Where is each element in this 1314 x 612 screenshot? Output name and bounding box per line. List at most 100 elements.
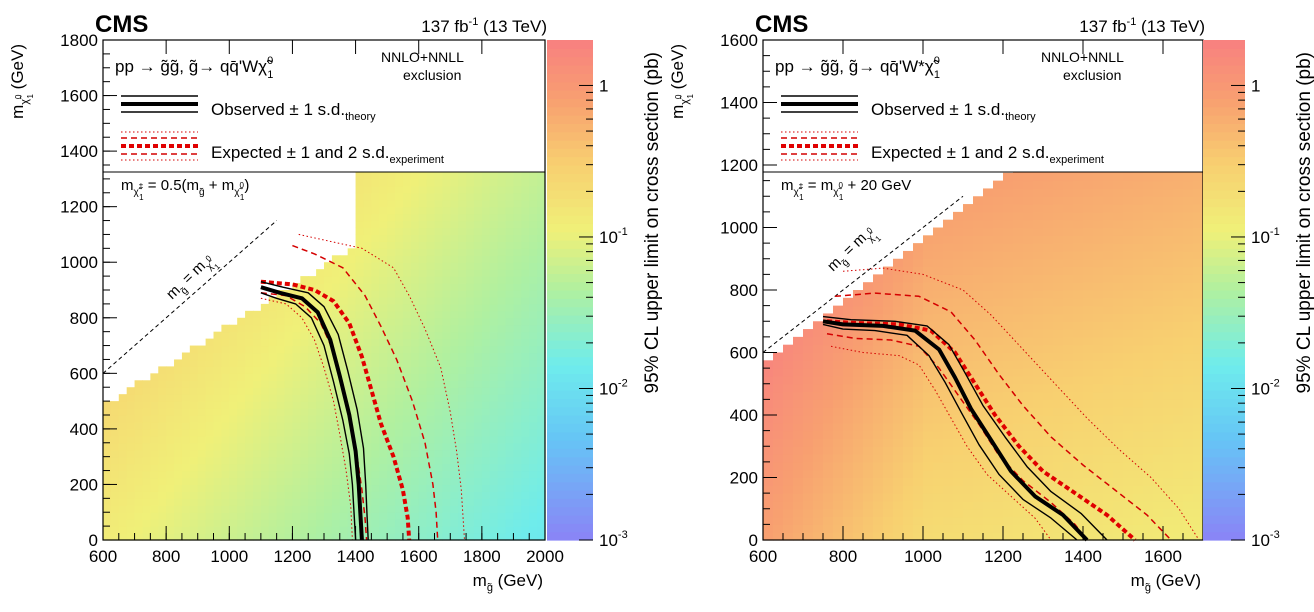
heatmap-cell (1183, 219, 1194, 229)
heatmap-cell (1013, 508, 1024, 518)
heatmap-cell (993, 375, 1004, 385)
heatmap-cell (1043, 282, 1054, 291)
heatmap-cell (853, 430, 864, 440)
heatmap-cell (410, 248, 420, 256)
heatmap-cell (110, 408, 120, 416)
heatmap-cell (213, 408, 222, 416)
heatmap-cell (1073, 360, 1084, 369)
heatmap-cell (1013, 321, 1024, 330)
heatmap-cell (481, 283, 491, 291)
heatmap-cell (308, 408, 317, 416)
heatmap-cell (347, 526, 357, 534)
heatmap-cell (843, 375, 854, 385)
heatmap-cell (863, 469, 874, 479)
heatmap-cell (1093, 204, 1104, 213)
heatmap-cell (1053, 321, 1064, 330)
heatmap-cell (292, 526, 301, 534)
heatmap-cell (300, 421, 309, 430)
heatmap-cell (1043, 297, 1054, 307)
heatmap-cell (1053, 485, 1064, 494)
heatmap-cell (213, 456, 222, 465)
heatmap-cell (505, 290, 515, 298)
heatmap-cell (783, 360, 794, 369)
heatmap-cell (473, 192, 483, 201)
experiment-label: CMS (95, 11, 148, 38)
heatmap-cell (387, 241, 396, 249)
heatmap-cell (473, 421, 483, 430)
heatmap-cell (292, 428, 301, 437)
heatmap-cell (458, 262, 467, 270)
heatmap-cell (873, 454, 884, 463)
heatmap-cell (1093, 188, 1104, 197)
heatmap-cell (1183, 180, 1194, 190)
heatmap-cell (205, 442, 215, 451)
heatmap-cell (174, 526, 183, 534)
heatmap-cell (843, 407, 854, 416)
heatmap-cell (134, 512, 144, 520)
heatmap-cell (537, 366, 546, 374)
heatmap-cell (853, 477, 864, 486)
heatmap-cell (943, 532, 954, 541)
heatmap-cell (418, 421, 428, 430)
heatmap-cell (481, 428, 491, 437)
heatmap-cell (252, 456, 262, 465)
heatmap-cell (410, 192, 420, 201)
heatmap-cell (418, 415, 428, 423)
heatmap-cell (402, 401, 412, 409)
heatmap-cell (489, 324, 499, 333)
heatmap-cell (458, 421, 467, 430)
x-axis-title: mg̃ (GeV) (1131, 571, 1201, 594)
heatmap-cell (442, 248, 451, 256)
heatmap-cell (1023, 391, 1034, 400)
heatmap-cell (1123, 454, 1134, 463)
heatmap-cell (252, 317, 262, 326)
heatmap-cell (1013, 493, 1024, 502)
heatmap-cell (450, 283, 459, 291)
heatmap-cell (126, 442, 136, 451)
heatmap-cell (481, 401, 491, 409)
heatmap-cell (284, 310, 294, 319)
heatmap-cell (371, 519, 380, 527)
heatmap-cell (410, 484, 420, 492)
heatmap-cell (993, 235, 1004, 244)
heatmap-cell (1033, 336, 1044, 346)
heatmap-cell (237, 456, 246, 465)
heatmap-cell (933, 485, 944, 494)
heatmap-cell (803, 352, 814, 361)
heatmap-cell (205, 408, 215, 416)
colorbar-band (1203, 356, 1245, 366)
heatmap-cell (823, 469, 834, 479)
heatmap-cell (1143, 172, 1154, 182)
heatmap-cell (1173, 258, 1184, 268)
heatmap-cell (793, 454, 804, 463)
heatmap-cell (923, 415, 934, 424)
heatmap-cell (833, 469, 844, 479)
heatmap-cell (434, 317, 443, 326)
heatmap-cell (229, 387, 238, 395)
heatmap-cell (1153, 454, 1164, 463)
heatmap-cell (339, 505, 349, 513)
heatmap-cell (268, 310, 278, 319)
heatmap-cell (371, 255, 380, 263)
heatmap-cell (1193, 329, 1204, 338)
heatmap-cell (363, 262, 372, 270)
heatmap-cell (1063, 321, 1074, 330)
heatmap-cell (339, 519, 349, 527)
heatmap-cell (181, 477, 191, 486)
heatmap-cell (793, 360, 804, 369)
heatmap-cell (134, 435, 144, 444)
heatmap-cell (213, 421, 222, 430)
heatmap-cell (513, 387, 522, 395)
heatmap-cell (1173, 532, 1184, 541)
heatmap-cell (529, 526, 538, 534)
heatmap-cell (893, 274, 904, 283)
heatmap-cell (237, 366, 246, 374)
heatmap-cell (1103, 250, 1114, 260)
heatmap-cell (387, 366, 396, 374)
heatmap-cell (1093, 461, 1104, 471)
heatmap-cell (197, 421, 207, 430)
heatmap-cell (324, 345, 333, 354)
heatmap-cell (205, 380, 215, 388)
heatmap-cell (1113, 352, 1124, 361)
heatmap-cell (1183, 313, 1194, 322)
